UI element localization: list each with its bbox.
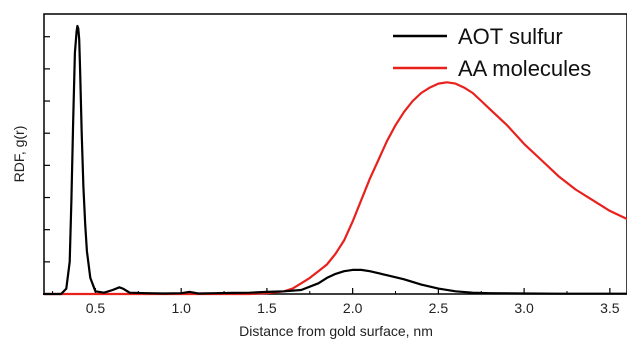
x-tick-label: 1.5 — [257, 300, 277, 316]
series-line-aot-sulfur — [42, 24, 627, 296]
series-layer — [42, 24, 627, 296]
x-tick-label: 1.0 — [171, 300, 191, 316]
y-axis-label: RDF, g(r) — [11, 126, 27, 183]
x-axis-label: Distance from gold surface, nm — [239, 323, 433, 339]
x-tick-label: 3.0 — [514, 300, 534, 316]
x-tick-label: 3.5 — [600, 300, 620, 316]
legend: AOT sulfur AA molecules — [393, 24, 591, 81]
series-line-aa-molecules — [42, 81, 627, 296]
x-axis-ticks: 0.5 1.0 1.5 2.0 2.5 3.0 3.5 — [52, 288, 620, 316]
x-tick-label: 0.5 — [86, 300, 106, 316]
y-axis-ticks — [44, 36, 50, 263]
legend-label: AA molecules — [458, 56, 591, 81]
x-tick-label: 2.0 — [343, 300, 363, 316]
legend-label: AOT sulfur — [458, 24, 563, 49]
plot-frame — [43, 13, 627, 295]
x-tick-label: 2.5 — [429, 300, 449, 316]
